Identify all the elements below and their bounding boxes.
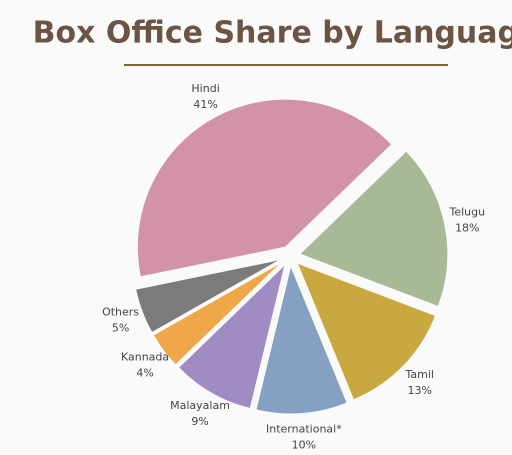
pie-slice — [136, 98, 393, 278]
pie-slice — [255, 264, 348, 415]
slice-label: International* — [266, 422, 342, 435]
pie-slice — [135, 259, 281, 334]
slice-value-label: 41% — [193, 98, 217, 111]
slice-value-label: 4% — [136, 366, 153, 379]
slice-label: Telugu — [448, 206, 485, 219]
chart-title: Box Office Share by Language — [33, 16, 512, 51]
slice-value-label: 9% — [191, 415, 208, 428]
pie-slice — [296, 262, 437, 401]
slice-value-label: 5% — [112, 322, 129, 335]
slice-label: Malayalam — [170, 399, 230, 412]
pie-slice — [177, 263, 286, 410]
slice-label: Tamil — [405, 368, 434, 381]
slice-label: Kannada — [121, 350, 169, 363]
slice-value-label: 18% — [455, 222, 479, 235]
slice-value-label: 13% — [408, 384, 432, 397]
slice-label: Hindi — [191, 82, 219, 95]
slice-value-label: 10% — [292, 438, 316, 451]
slice-label: Others — [102, 306, 139, 319]
pie-slice — [152, 261, 283, 366]
pie-slice — [298, 150, 449, 308]
